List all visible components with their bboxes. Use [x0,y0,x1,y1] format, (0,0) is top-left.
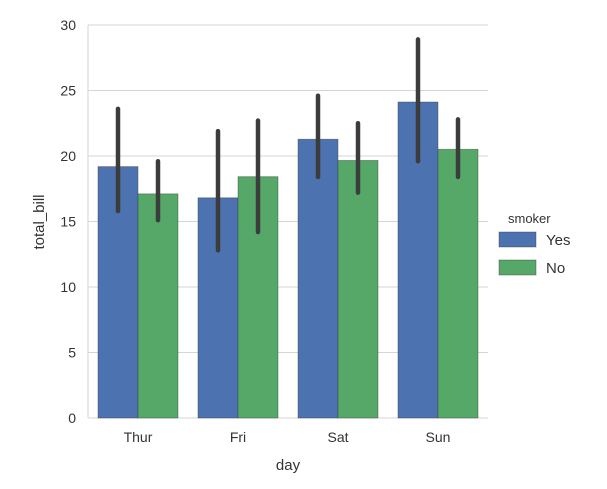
bar-no [437,148,479,419]
y-tick-label: 25 [60,83,76,99]
bar-no [137,193,179,419]
legend-swatch-yes [498,231,537,248]
y-tick-label: 20 [60,148,76,164]
legend-label-yes: Yes [546,232,570,249]
y-axis-label: total_bill [31,194,48,249]
legend-swatch-no [498,259,537,276]
bar-no [337,160,379,419]
x-tick-label: Thur [124,429,153,445]
legend: smoker Yes No [498,211,570,277]
y-tick-label: 15 [60,214,76,230]
legend-label-no: No [546,260,565,277]
x-tick-label: Sat [327,429,348,445]
legend-title: smoker [508,211,551,226]
bar-yes [297,138,339,419]
x-tick-label: Sun [426,429,451,445]
y-tick-label: 10 [60,279,76,295]
y-tick-label: 0 [68,410,76,426]
x-tick-label: Fri [230,429,246,445]
x-axis-label: day [276,457,301,474]
y-tick-label: 5 [68,345,76,361]
y-tick-label: 30 [60,17,76,33]
